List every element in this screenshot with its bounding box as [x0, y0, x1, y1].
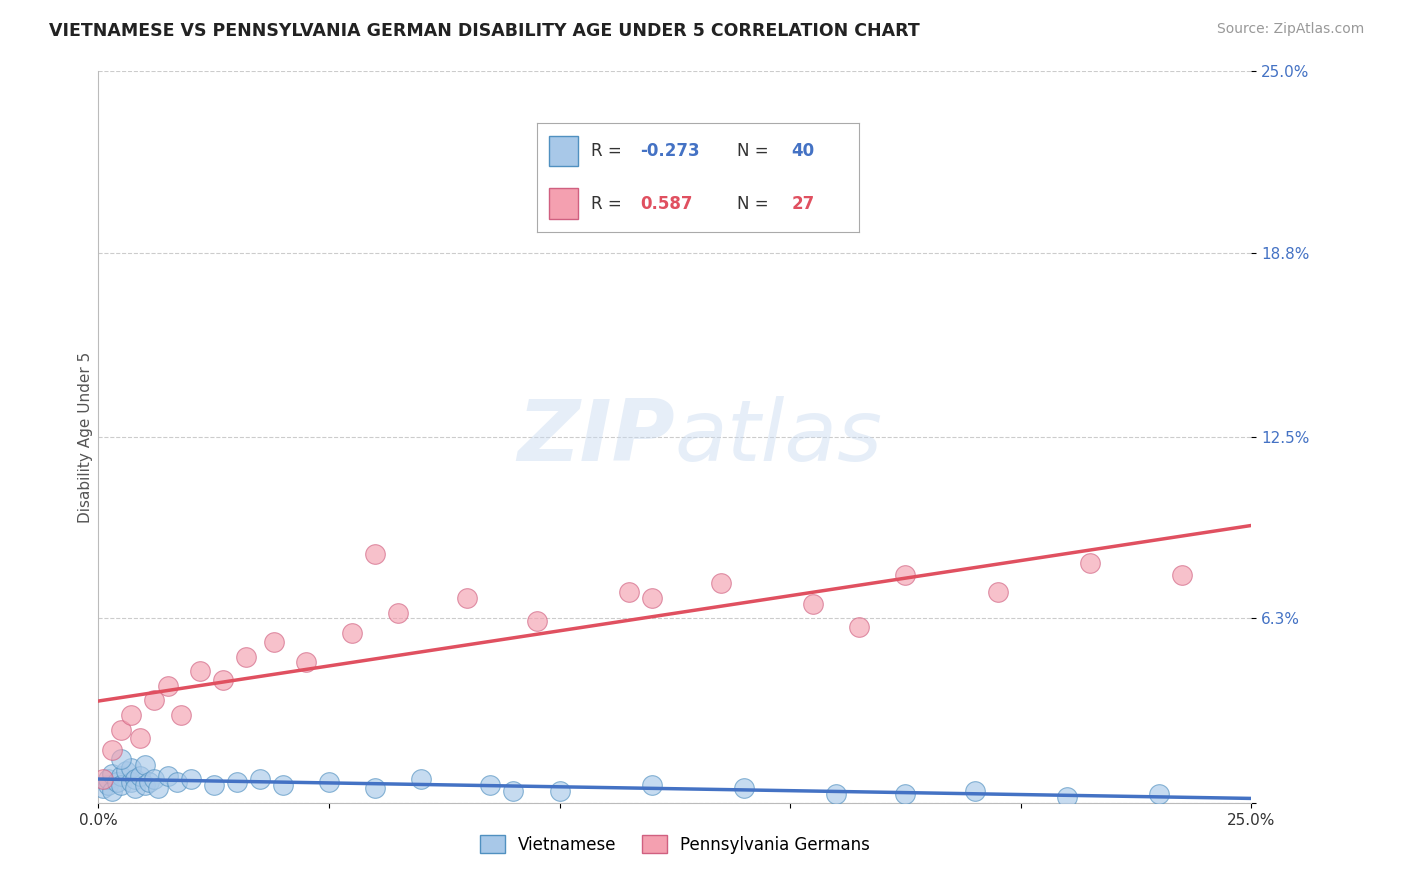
Point: [263, 635, 285, 649]
Point: [134, 757, 156, 772]
Point: [101, 784, 124, 798]
Point: [105, 775, 128, 789]
Point: [364, 547, 387, 561]
Point: [825, 787, 848, 801]
Point: [340, 626, 363, 640]
Point: [963, 784, 986, 798]
Point: [225, 775, 247, 789]
Point: [617, 585, 640, 599]
Point: [101, 766, 124, 780]
Point: [894, 567, 917, 582]
Point: [249, 772, 271, 787]
Point: [91, 772, 114, 787]
Point: [318, 775, 340, 789]
Point: [110, 778, 132, 792]
Point: [848, 620, 870, 634]
Point: [138, 775, 160, 789]
Point: [987, 585, 1010, 599]
Point: [364, 781, 387, 796]
Point: [526, 615, 548, 629]
Point: [129, 769, 152, 783]
Point: [1056, 789, 1078, 804]
Point: [271, 778, 294, 792]
Point: [641, 778, 664, 792]
Point: [479, 778, 502, 792]
Point: [97, 778, 120, 792]
Text: atlas: atlas: [675, 395, 883, 479]
Point: [170, 708, 193, 723]
Y-axis label: Disability Age Under 5: Disability Age Under 5: [77, 351, 93, 523]
Point: [212, 673, 235, 687]
Point: [110, 769, 132, 783]
Point: [124, 781, 146, 796]
Point: [110, 723, 132, 737]
Point: [156, 769, 179, 783]
Legend: Vietnamese, Pennsylvania Germans: Vietnamese, Pennsylvania Germans: [474, 829, 876, 860]
Text: VIETNAMESE VS PENNSYLVANIA GERMAN DISABILITY AGE UNDER 5 CORRELATION CHART: VIETNAMESE VS PENNSYLVANIA GERMAN DISABI…: [49, 22, 920, 40]
Point: [295, 656, 318, 670]
Point: [1078, 556, 1101, 570]
Point: [548, 784, 571, 798]
Point: [166, 775, 188, 789]
Point: [733, 781, 755, 796]
Point: [120, 708, 142, 723]
Point: [411, 772, 433, 787]
Point: [1171, 567, 1194, 582]
Point: [387, 606, 409, 620]
Point: [188, 664, 211, 678]
Point: [801, 597, 824, 611]
Point: [202, 778, 225, 792]
Point: [156, 679, 179, 693]
Point: [124, 772, 146, 787]
Point: [456, 591, 478, 605]
Point: [120, 761, 142, 775]
Point: [91, 781, 114, 796]
Point: [142, 693, 165, 707]
Point: [129, 731, 152, 746]
Point: [148, 781, 170, 796]
Point: [101, 743, 124, 757]
Point: [110, 752, 132, 766]
Point: [120, 775, 142, 789]
Point: [142, 772, 165, 787]
Point: [115, 764, 138, 778]
Point: [235, 649, 257, 664]
Point: [710, 576, 733, 591]
Point: [502, 784, 524, 798]
Point: [641, 591, 664, 605]
Text: ZIP: ZIP: [517, 395, 675, 479]
Point: [894, 787, 917, 801]
Point: [180, 772, 202, 787]
Text: Source: ZipAtlas.com: Source: ZipAtlas.com: [1216, 22, 1364, 37]
Point: [1147, 787, 1170, 801]
Point: [134, 778, 156, 792]
Point: [97, 772, 120, 787]
